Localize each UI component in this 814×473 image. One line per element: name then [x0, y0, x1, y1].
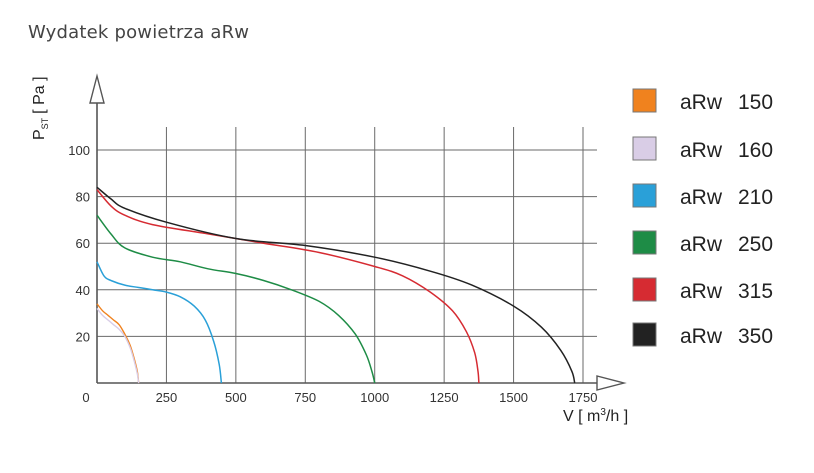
legend-swatch-arw-150: [632, 88, 657, 113]
axes: [89, 73, 627, 391]
x-tick-label-500: 500: [225, 390, 247, 405]
series-line-arw-160: [96, 307, 140, 384]
legend-label-size: 160: [738, 139, 773, 162]
legend-item-arw-210: aRw 210: [632, 183, 773, 209]
series-line-arw-250: [96, 214, 376, 384]
x-tick-label-0: 0: [82, 390, 89, 405]
legend-label-arw-160: aRw 160: [680, 139, 773, 162]
y-axis-label-unit: [ Pa ]: [31, 76, 48, 113]
x-tick-labels: 0 250 500 750 1000 1250 1500 1750: [82, 390, 597, 405]
legend-label-arw-250: aRw 250: [680, 233, 773, 256]
legend-label-arw-315: aRw 315: [680, 280, 773, 303]
legend-item-arw-250: aRw 250: [632, 230, 773, 256]
legend-item-arw-315: aRw 315: [632, 277, 773, 303]
legend-label-model: aRw: [680, 139, 723, 162]
legend-label-model: aRw: [680, 233, 723, 256]
legend-item-arw-150: aRw 150: [632, 88, 773, 114]
legend-label-model: aRw: [680, 280, 723, 303]
x-tick-label-750: 750: [294, 390, 316, 405]
legend-swatch-arw-250: [632, 230, 657, 255]
legend-label-size: 210: [738, 186, 773, 209]
series-line-arw-210: [96, 261, 223, 384]
legend-label-arw-350: aRw 350: [680, 325, 773, 348]
legend-label-arw-150: aRw 150: [680, 91, 773, 114]
series-lines: [96, 186, 576, 384]
y-tick-label-40: 40: [76, 283, 90, 298]
x-axis-arrow: [596, 375, 627, 391]
legend-item-arw-160: aRw 160: [632, 136, 773, 162]
series-line-arw-315: [96, 189, 480, 384]
x-tick-label-250: 250: [156, 390, 178, 405]
x-axis-label-sup: 3: [600, 407, 606, 418]
legend-label-size: 315: [738, 280, 773, 303]
y-axis-label-main: P: [31, 129, 48, 140]
legend: aRw 150 aRw 160 aRw 210 aRw 250 aRw 315 aRw 350: [632, 88, 773, 348]
x-tick-label-1500: 1500: [499, 390, 528, 405]
y-tick-labels: 20 40 60 80 100: [68, 143, 90, 344]
legend-swatch-arw-315: [632, 277, 657, 302]
page-title: Wydatek powietrza aRw: [28, 22, 250, 43]
y-tick-label-20: 20: [76, 329, 90, 344]
legend-label-model: aRw: [680, 186, 723, 209]
series-line-arw-350: [96, 186, 576, 384]
x-tick-label-1750: 1750: [569, 390, 598, 405]
x-tick-label-1000: 1000: [360, 390, 389, 405]
legend-label-model: aRw: [680, 325, 723, 348]
legend-swatch-arw-160: [632, 136, 657, 161]
legend-label-model: aRw: [680, 91, 723, 114]
y-tick-label-60: 60: [76, 236, 90, 251]
legend-label-arw-210: aRw 210: [680, 186, 773, 209]
y-tick-label-100: 100: [68, 143, 90, 158]
y-axis-label-sub: ST: [40, 117, 50, 129]
legend-swatch-arw-210: [632, 183, 657, 208]
legend-item-arw-350: aRw 350: [632, 322, 773, 348]
y-tick-label-80: 80: [76, 190, 90, 205]
y-axis-arrow: [89, 73, 105, 104]
legend-swatch-arw-350: [632, 322, 657, 347]
x-tick-label-1250: 1250: [430, 390, 459, 405]
x-axis-label: V [ m3/h ]: [563, 407, 628, 425]
legend-label-size: 150: [738, 91, 773, 114]
x-axis-label-end: /h ]: [606, 408, 628, 425]
y-axis-label: PST [ Pa ]: [31, 76, 50, 140]
legend-label-size: 250: [738, 233, 773, 256]
x-axis-label-main: V [ m: [563, 408, 600, 425]
grid: [97, 127, 597, 383]
legend-label-size: 350: [738, 325, 773, 348]
